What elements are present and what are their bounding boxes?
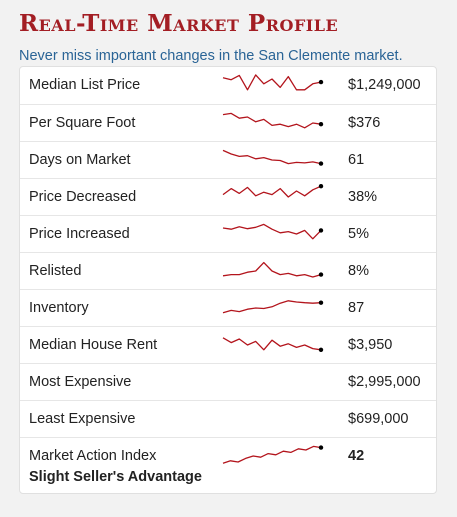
page-subtitle: Never miss important changes in the San …: [19, 48, 403, 64]
sparkline-chart: [222, 223, 324, 240]
row-label: Relisted: [29, 263, 82, 279]
row-value: 38%: [348, 189, 378, 205]
sparkline-path: [222, 149, 322, 165]
row-value: 5%: [348, 226, 369, 242]
row-value: 87: [348, 300, 365, 316]
row-label: Price Decreased: [29, 189, 137, 205]
sparkline-chart: [222, 445, 324, 464]
table-row-price-decreased: Price Decreased 38%: [20, 178, 436, 215]
row-value: 42: [348, 448, 365, 464]
sparkline-path: [222, 445, 322, 464]
row-value: $2,995,000: [348, 374, 421, 390]
table-row-days-on-market: Days on Market 61: [20, 141, 436, 178]
row-value: $376: [348, 115, 381, 131]
sparkline-endpoint: [318, 228, 324, 233]
row-value: $699,000: [348, 411, 409, 427]
sparkline-chart: [222, 261, 324, 278]
sparkline-path: [222, 300, 322, 314]
sparkline-endpoint: [318, 122, 324, 127]
table-row-median-house-rent: Median House Rent $3,950: [20, 326, 436, 363]
sparkline-endpoint: [318, 184, 324, 189]
sparkline-chart: [222, 74, 324, 91]
market-action-status: Slight Seller's Advantage: [29, 469, 202, 485]
table-row-per-square-foot: Per Square Foot $376: [20, 104, 436, 141]
sparkline-endpoint: [318, 347, 324, 352]
row-value: 8%: [348, 263, 369, 279]
table-row-least-expensive: Least Expensive $699,000: [20, 400, 436, 437]
table-row-median-list-price: Median List Price $1,249,000: [20, 67, 436, 104]
sparkline-endpoint: [318, 272, 324, 277]
table-row-relisted: Relisted 8%: [20, 252, 436, 289]
sparkline-path: [222, 337, 322, 351]
sparkline-endpoint: [318, 79, 324, 85]
sparkline-path: [222, 261, 322, 278]
row-label: Most Expensive: [29, 374, 132, 390]
page-title: Real-Time Market Profile: [19, 10, 339, 37]
sparkline-chart: [222, 184, 324, 198]
sparkline-chart: [222, 337, 324, 352]
row-label: Median House Rent: [29, 337, 158, 353]
sparkline-endpoint: [318, 445, 324, 450]
row-label: Per Square Foot: [29, 115, 136, 131]
row-label: Median List Price: [29, 77, 141, 93]
row-label: Market Action Index: [29, 448, 157, 464]
table-row-most-expensive: Most Expensive $2,995,000: [20, 363, 436, 400]
table-row-inventory: Inventory 87: [20, 289, 436, 326]
row-value: $3,950: [348, 337, 393, 353]
sparkline-endpoint: [318, 300, 324, 305]
sparkline-chart: [222, 300, 324, 314]
row-value: 61: [348, 152, 365, 168]
row-label: Least Expensive: [29, 411, 136, 427]
sparkline-path: [222, 185, 322, 198]
sparkline-path: [222, 112, 322, 129]
row-value: $1,249,000: [348, 77, 421, 93]
table-row-market-action-index: Market Action Index Slight Seller's Adva…: [20, 437, 436, 494]
sparkline-path: [222, 74, 322, 91]
sparkline-chart: [222, 112, 324, 129]
market-profile-table: Median List Price $1,249,000 Per Square …: [19, 66, 437, 494]
sparkline-endpoint: [318, 161, 324, 166]
sparkline-path: [222, 223, 322, 240]
sparkline-chart: [222, 149, 324, 166]
row-label: Days on Market: [29, 152, 131, 168]
row-label: Inventory: [29, 300, 89, 316]
row-label: Price Increased: [29, 226, 130, 242]
table-row-price-increased: Price Increased 5%: [20, 215, 436, 252]
